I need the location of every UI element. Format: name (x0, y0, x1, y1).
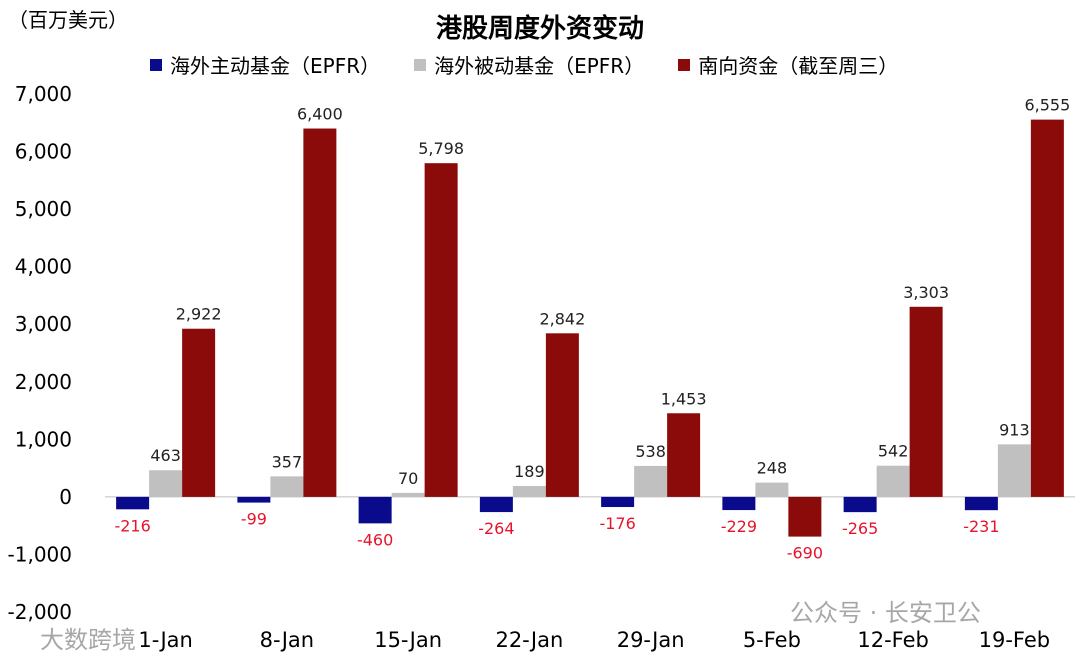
y-tick-label: 5,000 (15, 197, 72, 221)
bar (512, 486, 546, 497)
chart-title: 港股周度外资变动 (435, 14, 644, 44)
legend-item-passive: 海外被动基金（EPFR） (414, 50, 644, 79)
legend: 海外主动基金（EPFR） 海外被动基金（EPFR） 南向资金（截至周三） (150, 50, 898, 79)
y-tick-label: 2,000 (15, 370, 72, 394)
bar (788, 496, 822, 537)
data-label: 189 (514, 462, 545, 481)
data-label: 1,453 (661, 389, 707, 408)
data-label: -231 (963, 517, 999, 536)
watermark-left: 大数跨境 (40, 626, 136, 654)
bar (479, 496, 513, 513)
data-label: 6,400 (297, 105, 343, 124)
data-label: 248 (757, 459, 788, 478)
bar (755, 482, 789, 497)
data-label: 463 (150, 446, 181, 465)
bar (667, 413, 701, 497)
legend-swatch-passive (414, 58, 427, 71)
bar (601, 496, 635, 508)
x-tick-label: 29-Jan (617, 628, 685, 652)
y-tick-label: 3,000 (15, 312, 72, 336)
data-label: 357 (272, 452, 303, 471)
bar (1030, 119, 1064, 497)
data-label: 70 (398, 469, 418, 488)
bar (391, 492, 425, 497)
bar (182, 328, 216, 497)
bar (722, 496, 756, 511)
x-tick-label: 22-Jan (495, 628, 563, 652)
data-label: 538 (635, 442, 666, 461)
unit-label: （百万美元） (8, 8, 128, 32)
data-label: -216 (114, 516, 150, 535)
data-label: -229 (721, 517, 757, 536)
x-tick-label: 5-Feb (743, 628, 801, 652)
x-tick-label: 12-Feb (857, 628, 928, 652)
bar (116, 496, 150, 510)
y-tick-label: -2,000 (8, 600, 72, 624)
bar (997, 444, 1031, 497)
bar (358, 496, 392, 524)
data-label: 3,303 (903, 283, 949, 302)
data-label: 542 (878, 442, 909, 461)
y-tick-label: 6,000 (15, 140, 72, 164)
legend-label-active: 海外主动基金（EPFR） (170, 54, 381, 78)
data-label: 6,555 (1024, 96, 1070, 115)
bar (149, 470, 183, 497)
x-tick-label: 19-Feb (979, 628, 1050, 652)
bar (270, 476, 304, 497)
legend-swatch-active (150, 58, 162, 71)
x-tick-label: 1-Jan (138, 628, 192, 652)
x-tick-label: 15-Jan (374, 628, 442, 652)
bar (303, 128, 337, 497)
legend-label-southbound: 南向资金（截至周三） (698, 54, 899, 78)
x-tick-label: 8-Jan (260, 628, 314, 652)
data-label: -690 (787, 544, 823, 563)
legend-label-passive: 海外被动基金（EPFR） (434, 54, 645, 78)
data-label: 2,842 (539, 309, 585, 328)
y-tick-label: 1,000 (15, 427, 72, 451)
y-tick-label: 4,000 (15, 255, 72, 279)
y-tick-label: 0 (59, 485, 72, 509)
bar (237, 496, 271, 503)
data-label: -99 (241, 510, 267, 529)
bar (424, 163, 458, 497)
data-label: -460 (357, 530, 393, 549)
bar (843, 496, 877, 513)
bar (545, 333, 579, 497)
watermark-right: 公众号 · 长安卫公 (790, 599, 981, 627)
data-label: -265 (842, 519, 878, 538)
data-label: -264 (478, 519, 514, 538)
data-label: 5,798 (418, 139, 464, 158)
data-label: 2,922 (176, 305, 222, 324)
bar (964, 496, 998, 511)
y-tick-label: -1,000 (8, 542, 72, 566)
data-label: -176 (599, 514, 635, 533)
bar (634, 465, 668, 497)
bar (909, 306, 943, 497)
bar (876, 465, 910, 497)
legend-item-southbound: 南向资金（截至周三） (678, 50, 898, 79)
legend-swatch-southbound (678, 58, 691, 71)
data-label: 913 (999, 420, 1030, 439)
y-tick-label: 7,000 (15, 82, 72, 106)
legend-item-active: 海外主动基金（EPFR） (150, 50, 380, 79)
